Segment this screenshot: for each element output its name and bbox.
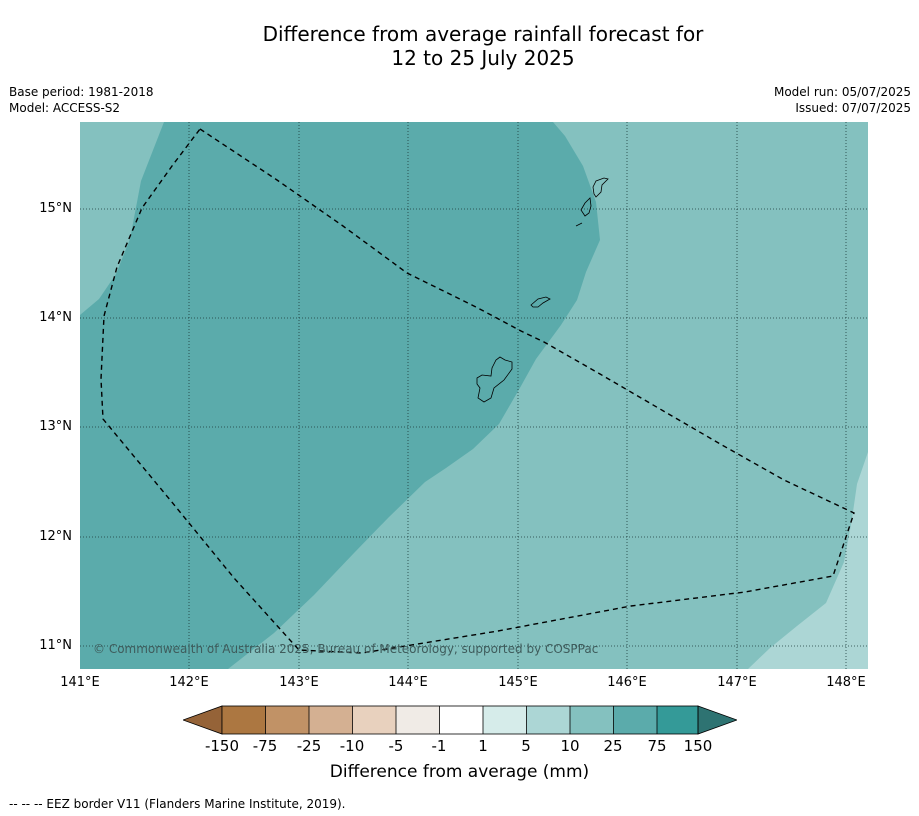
colorbar-label: Difference from average (mm) — [329, 762, 590, 782]
colorbar-swatch — [483, 706, 527, 734]
colorbar-swatch — [613, 706, 657, 734]
aguijan-outline — [575, 222, 583, 227]
colorbar-swatch — [396, 706, 440, 734]
colorbar-tick: 1 — [478, 737, 488, 755]
colorbar-tick: -1 — [431, 737, 447, 755]
island-outlines — [476, 177, 609, 403]
lat-label: 11°N — [39, 638, 72, 653]
colorbar-swatch — [265, 706, 309, 734]
colorbar-swatch — [657, 706, 698, 734]
issued-text: Issued: 07/07/2025 — [795, 101, 911, 115]
colorbar-swatch — [352, 706, 396, 734]
colorbar-tick: 5 — [521, 737, 531, 755]
lon-label: 142°E — [169, 675, 209, 690]
map-svg — [80, 122, 868, 669]
copyright-notice: © Commonwealth of Australia 2025, Bureau… — [93, 642, 599, 656]
colorbar-swatch — [570, 706, 614, 734]
colorbar-swatch — [309, 706, 353, 734]
colorbar-swatch — [526, 706, 570, 734]
map-gridlines — [80, 122, 868, 669]
rota-outline — [530, 296, 551, 308]
colorbar-extend-low — [181, 705, 223, 735]
lon-label: 141°E — [60, 675, 100, 690]
colorbar-swatch — [222, 706, 266, 734]
colorbar — [181, 704, 739, 736]
colorbar-tick: -25 — [296, 737, 322, 755]
meta-left: Base period: 1981-2018 Model: ACCESS-S2 — [9, 84, 154, 116]
colorbar-extend-high — [697, 705, 739, 735]
lon-label: 146°E — [607, 675, 647, 690]
guam-outline — [476, 356, 513, 403]
lon-label: 145°E — [498, 675, 538, 690]
lat-label: 12°N — [39, 529, 72, 544]
colorbar-tick: -75 — [252, 737, 278, 755]
saipan-outline — [592, 177, 609, 198]
lon-label: 143°E — [279, 675, 319, 690]
base-period-text: Base period: 1981-2018 — [9, 85, 154, 99]
lon-label: 144°E — [388, 675, 428, 690]
colorbar-tick: 25 — [603, 737, 623, 755]
colorbar-tick: -5 — [388, 737, 404, 755]
lat-label: 13°N — [39, 419, 72, 434]
colorbar-tick: -10 — [339, 737, 365, 755]
title-line-1: Difference from average rainfall forecas… — [262, 22, 704, 46]
map-band-25-75 — [80, 122, 600, 669]
title-line-2: 12 to 25 July 2025 — [391, 46, 575, 70]
eez-footnote: -- -- -- EEZ border V11 (Flanders Marine… — [9, 797, 346, 811]
colorbar-tick: 75 — [647, 737, 667, 755]
colorbar-tick: 150 — [683, 737, 713, 755]
model-text: Model: ACCESS-S2 — [9, 101, 121, 115]
lat-label: 15°N — [39, 201, 72, 216]
chart-title: Difference from average rainfall forecas… — [0, 22, 919, 70]
lon-label: 147°E — [717, 675, 757, 690]
colorbar-dividers — [221, 705, 699, 735]
lat-label: 14°N — [39, 310, 72, 325]
colorbar-svg — [181, 705, 739, 735]
colorbar-tick: 10 — [560, 737, 580, 755]
forecast-map — [80, 122, 868, 669]
tinian-outline — [580, 197, 592, 217]
lon-label: 148°E — [826, 675, 866, 690]
eez-border — [100, 128, 855, 654]
map-band-5-10 — [748, 452, 868, 669]
model-run-text: Model run: 05/07/2025 — [773, 85, 911, 99]
meta-right: Model run: 05/07/2025 Issued: 07/07/2025 — [774, 84, 911, 116]
colorbar-tick: -150 — [204, 737, 240, 755]
colorbar-swatch — [439, 706, 483, 734]
